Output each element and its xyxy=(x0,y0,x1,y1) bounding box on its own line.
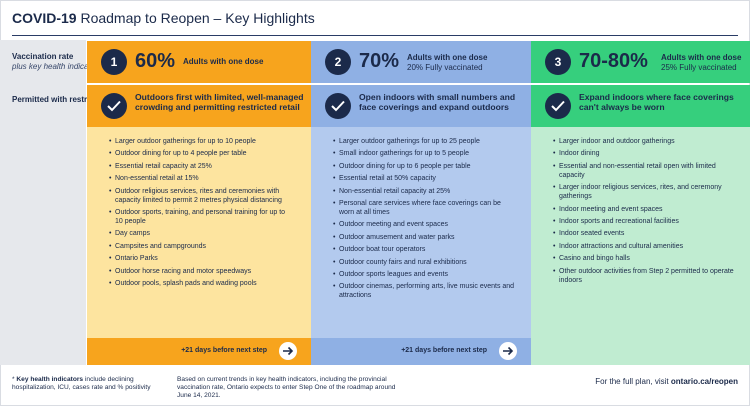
full-plan-note: For the full plan, visit ontario.ca/reop… xyxy=(595,377,738,386)
list-item: Non-essential retail capacity at 25% xyxy=(333,187,515,196)
list-item: Larger indoor religious services, rites,… xyxy=(553,183,735,201)
step-1-body: Larger outdoor gatherings for up to 10 p… xyxy=(87,127,311,365)
list-item: Outdoor sports leagues and events xyxy=(333,270,515,279)
step-2-title-header: Open indoors with small numbers and face… xyxy=(311,85,531,127)
list-item: Outdoor horse racing and motor speedways xyxy=(109,267,291,276)
page-title: COVID-19 Roadmap to Reopen – Key Highlig… xyxy=(12,10,315,26)
step-2-next-bar: +21 days before next step xyxy=(311,338,531,365)
arrow-right-icon xyxy=(279,342,297,360)
step-1-vaccination-header: 1 60% Adults with one dose xyxy=(87,41,311,83)
list-item: Outdoor county fairs and rural exhibitio… xyxy=(333,258,515,267)
list-item: Essential retail capacity at 25% xyxy=(109,162,291,171)
step-1-title-header: Outdoors first with limited, well-manage… xyxy=(87,85,311,127)
list-item: Essential and non-essential retail open … xyxy=(553,162,735,180)
list-item: Outdoor amusement and water parks xyxy=(333,233,515,242)
list-item: Larger outdoor gatherings for up to 10 p… xyxy=(109,137,291,146)
step-1-vacc-desc: Adults with one dose xyxy=(183,57,264,66)
check-circle-icon xyxy=(101,93,127,119)
list-item: Outdoor dining for up to 6 people per ta… xyxy=(333,162,515,171)
vaccination-rate-label: Vaccination rate plus key health indicat… xyxy=(12,52,105,71)
step-1-percent: 60% xyxy=(135,50,176,72)
list-item: Indoor meeting and event spaces xyxy=(553,205,735,214)
step-1-title: Outdoors first with limited, well-manage… xyxy=(135,92,304,113)
list-item: Larger outdoor gatherings for up to 25 p… xyxy=(333,137,515,146)
step-1-next-bar: +21 days before next step xyxy=(87,338,311,365)
row-label-column xyxy=(0,40,86,365)
step-2-title: Open indoors with small numbers and face… xyxy=(359,92,516,113)
list-item: Other outdoor activities from Step 2 per… xyxy=(553,267,735,285)
step-1-list: Larger outdoor gatherings for up to 10 p… xyxy=(109,137,291,291)
step-2-number: 2 xyxy=(325,49,351,75)
step-3-vaccination-header: 3 70-80% Adults with one dose 25% Fully … xyxy=(531,41,750,83)
step-2-vaccination-header: 2 70% Adults with one dose 20% Fully vac… xyxy=(311,41,531,83)
step-2-next-text: +21 days before next step xyxy=(401,347,487,354)
list-item: Outdoor sports, training, and personal t… xyxy=(109,208,291,226)
step-3-number: 3 xyxy=(545,49,571,75)
list-item: Campsites and campgrounds xyxy=(109,242,291,251)
list-item: Small indoor gatherings for up to 5 peop… xyxy=(333,149,515,158)
list-item: Larger indoor and outdoor gatherings xyxy=(553,137,735,146)
list-item: Ontario Parks xyxy=(109,254,291,263)
list-item: Indoor sports and recreational facilitie… xyxy=(553,217,735,226)
trend-footnote: Based on current trends in key health in… xyxy=(177,376,396,399)
list-item: Casino and bingo halls xyxy=(553,254,735,263)
list-item: Outdoor cinemas, performing arts, live m… xyxy=(333,282,515,300)
check-circle-icon xyxy=(545,93,571,119)
list-item: Day camps xyxy=(109,229,291,238)
step-2-body: Larger outdoor gatherings for up to 25 p… xyxy=(311,127,531,365)
step-2-list: Larger outdoor gatherings for up to 25 p… xyxy=(333,137,515,304)
check-circle-icon xyxy=(325,93,351,119)
step-3-title: Expand indoors where face coverings can'… xyxy=(579,92,734,113)
arrow-right-icon xyxy=(499,342,517,360)
key-indicators-footnote: * Key health indicators include declinin… xyxy=(12,376,151,391)
permitted-label: Permitted with restrictions xyxy=(12,95,113,104)
list-item: Outdoor pools, splash pads and wading po… xyxy=(109,279,291,288)
step-3-list: Larger indoor and outdoor gatherings Indo… xyxy=(553,137,735,288)
step-3-vacc-desc: Adults with one dose 25% Fully vaccinate… xyxy=(661,53,742,72)
title-divider xyxy=(12,35,738,36)
list-item: Outdoor boat tour operators xyxy=(333,245,515,254)
step-3-percent: 70-80% xyxy=(579,50,648,72)
list-item: Personal care services where face coveri… xyxy=(333,199,515,217)
step-1-number: 1 xyxy=(101,49,127,75)
step-3-title-header: Expand indoors where face coverings can'… xyxy=(531,85,750,127)
step-2-percent: 70% xyxy=(359,50,400,72)
list-item: Outdoor religious services, rites and ce… xyxy=(109,187,291,205)
list-item: Non-essential retail at 15% xyxy=(109,174,291,183)
plan-link[interactable]: ontario.ca/reopen xyxy=(670,377,738,386)
step-3-body: Larger indoor and outdoor gatherings Indo… xyxy=(531,127,750,365)
list-item: Outdoor dining for up to 4 people per ta… xyxy=(109,149,291,158)
list-item: Indoor attractions and cultural amenitie… xyxy=(553,242,735,251)
list-item: Indoor seated events xyxy=(553,229,735,238)
list-item: Indoor dining xyxy=(553,149,735,158)
step-2-vacc-desc: Adults with one dose 20% Fully vaccinate… xyxy=(407,53,488,72)
list-item: Outdoor meeting and event spaces xyxy=(333,220,515,229)
step-1-next-text: +21 days before next step xyxy=(181,347,267,354)
list-item: Essential retail at 50% capacity xyxy=(333,174,515,183)
